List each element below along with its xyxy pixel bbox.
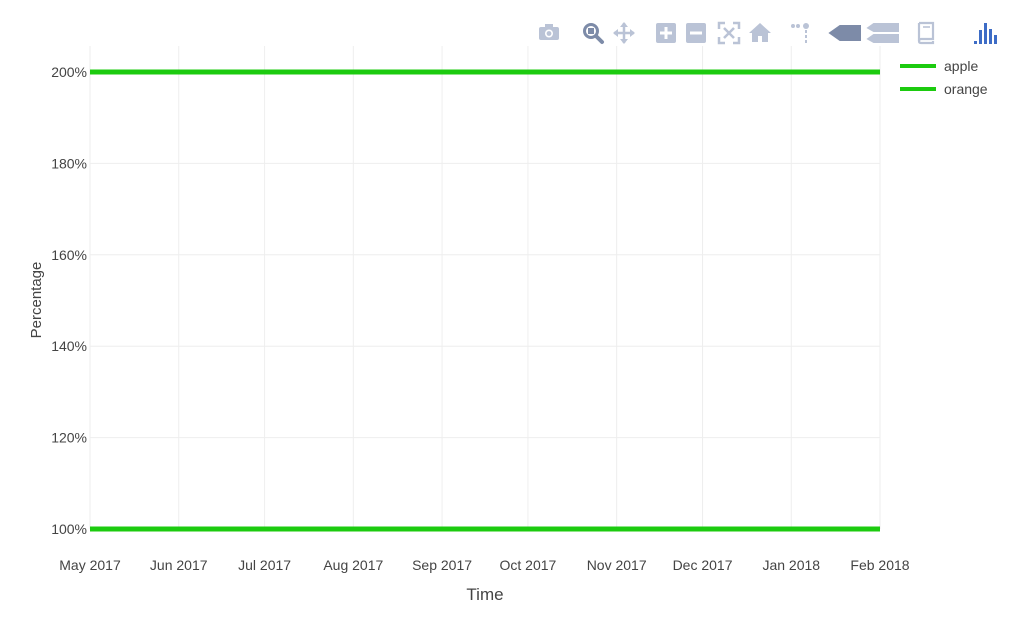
spike-lines-button[interactable]: [786, 18, 816, 48]
x-tick-label: Aug 2017: [323, 557, 383, 573]
y-tick-label: 200%: [51, 64, 87, 80]
x-tick-label: Jun 2017: [150, 557, 208, 573]
autoscale-icon: [717, 21, 741, 45]
zoom-button[interactable]: [578, 18, 608, 48]
y-axis-title: Percentage: [28, 262, 45, 339]
zoom-out-button[interactable]: [681, 18, 711, 48]
zoom-out-icon: [686, 23, 706, 43]
zoom-in-button[interactable]: [651, 18, 681, 48]
hover-compare-button[interactable]: [862, 18, 902, 48]
y-tick-label: 120%: [51, 430, 87, 446]
legend-swatch: [900, 86, 936, 91]
edit-chart-icon: [917, 21, 935, 45]
spike-lines-icon: [791, 23, 809, 43]
zoom-icon: [583, 23, 604, 44]
legend-swatch: [900, 63, 936, 68]
x-tick-label: Feb 2018: [850, 557, 909, 573]
camera-button[interactable]: [534, 18, 564, 48]
x-tick-label: Sep 2017: [412, 557, 472, 573]
legend-item-apple[interactable]: apple: [900, 54, 988, 77]
x-tick-label: Dec 2017: [673, 557, 733, 573]
camera-icon: [539, 24, 559, 40]
x-tick-label: May 2017: [59, 557, 121, 573]
x-tick-label: Jul 2017: [238, 557, 291, 573]
legend-label: apple: [944, 57, 979, 74]
y-axis-ticks: 100% 120% 140% 160% 180% 200%: [51, 64, 87, 537]
y-tick-label: 160%: [51, 247, 87, 263]
legend-label: orange: [944, 80, 988, 97]
hover-compare-icon: [866, 23, 899, 43]
x-axis-title: Time: [466, 585, 503, 604]
x-tick-label: Nov 2017: [587, 557, 647, 573]
zoom-in-icon: [656, 23, 676, 43]
pan-button[interactable]: [609, 18, 639, 48]
plotly-logo-icon: [974, 23, 997, 44]
y-tick-label: 140%: [51, 338, 87, 354]
y-tick-label: 180%: [51, 155, 87, 171]
gridlines: [89, 46, 881, 530]
legend: apple orange: [900, 54, 988, 100]
pan-icon: [613, 22, 635, 44]
legend-item-orange[interactable]: orange: [900, 77, 988, 100]
reset-axes-button[interactable]: [745, 18, 775, 48]
plotly-logo-button[interactable]: [970, 18, 1000, 48]
hover-closest-button[interactable]: [824, 18, 864, 48]
x-axis-ticks: May 2017 Jun 2017 Jul 2017 Aug 2017 Sep 2017…: [59, 557, 910, 573]
x-tick-label: Jan 2018: [762, 557, 820, 573]
reset-axes-icon: [749, 23, 771, 42]
hover-closest-icon: [828, 25, 861, 41]
edit-chart-button[interactable]: [910, 18, 940, 48]
y-tick-label: 100%: [51, 521, 87, 537]
x-tick-label: Oct 2017: [500, 557, 557, 573]
modebar-toolbar: [530, 18, 1020, 48]
series-lines: [90, 69, 880, 532]
autoscale-button[interactable]: [714, 18, 744, 48]
